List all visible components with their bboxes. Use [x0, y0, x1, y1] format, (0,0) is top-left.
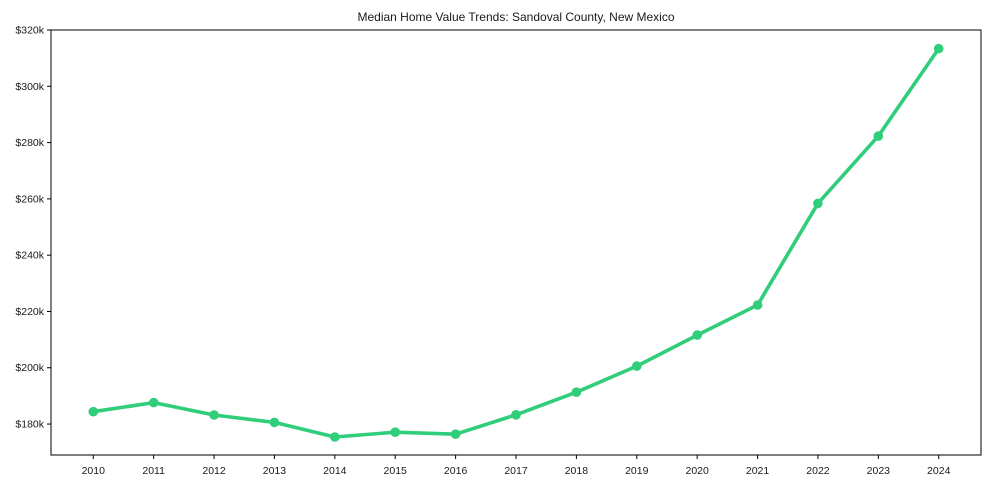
x-tick-label: 2013 [263, 465, 287, 477]
x-tick-label: 2015 [384, 465, 408, 477]
data-point-2017 [511, 410, 521, 420]
y-tick-label: $200k [15, 362, 44, 374]
x-axis: 2010 2011 2012 2013 2014 2015 2016 2017 2018 2019… [82, 455, 951, 477]
y-tick-label: $320k [15, 25, 44, 37]
data-point-2022 [813, 198, 823, 209]
x-tick-label: 2020 [685, 465, 709, 477]
data-point-2019 [632, 361, 642, 371]
x-tick-label: 2018 [565, 465, 589, 477]
y-axis: $180k $200k $220k $240k $260k $280k $300k $320k [15, 25, 51, 431]
data-point-2012 [209, 410, 219, 420]
y-tick-label: $180k [15, 419, 44, 431]
x-tick-label: 2017 [504, 465, 528, 477]
x-tick-label: 2019 [625, 465, 649, 477]
data-point-2018 [571, 387, 582, 398]
y-tick-label: $240k [15, 250, 44, 262]
y-tick-label: $220k [15, 306, 44, 318]
data-point-2013 [269, 417, 280, 428]
x-tick-label: 2010 [82, 465, 106, 477]
x-tick-label: 2021 [746, 465, 770, 477]
trend-line [91, 46, 941, 439]
data-point-2016 [450, 429, 461, 440]
data-point-2010 [88, 406, 99, 417]
x-tick-label: 2016 [444, 465, 468, 477]
data-point-2023 [873, 131, 884, 141]
x-tick-label: 2024 [927, 465, 951, 477]
data-point-2024 [933, 43, 944, 54]
y-tick-label: $300k [15, 81, 44, 93]
y-tick-label: $260k [15, 193, 44, 205]
x-tick-label: 2012 [202, 465, 226, 477]
plot-border [50, 29, 982, 456]
x-tick-label: 2023 [867, 465, 891, 477]
x-tick-label: 2014 [323, 465, 347, 477]
y-tick-label: $280k [15, 137, 44, 149]
data-point-2011 [148, 397, 159, 408]
trend-line-series [88, 43, 944, 442]
data-point-2014 [330, 432, 340, 442]
x-tick-label: 2011 [142, 465, 165, 477]
x-tick-label: 2022 [806, 465, 830, 477]
data-point-2021 [752, 300, 763, 310]
data-point-2015 [390, 427, 401, 438]
data-point-2020 [692, 330, 702, 340]
chart-title: Median Home Value Trends: Sandoval Count… [357, 10, 674, 24]
